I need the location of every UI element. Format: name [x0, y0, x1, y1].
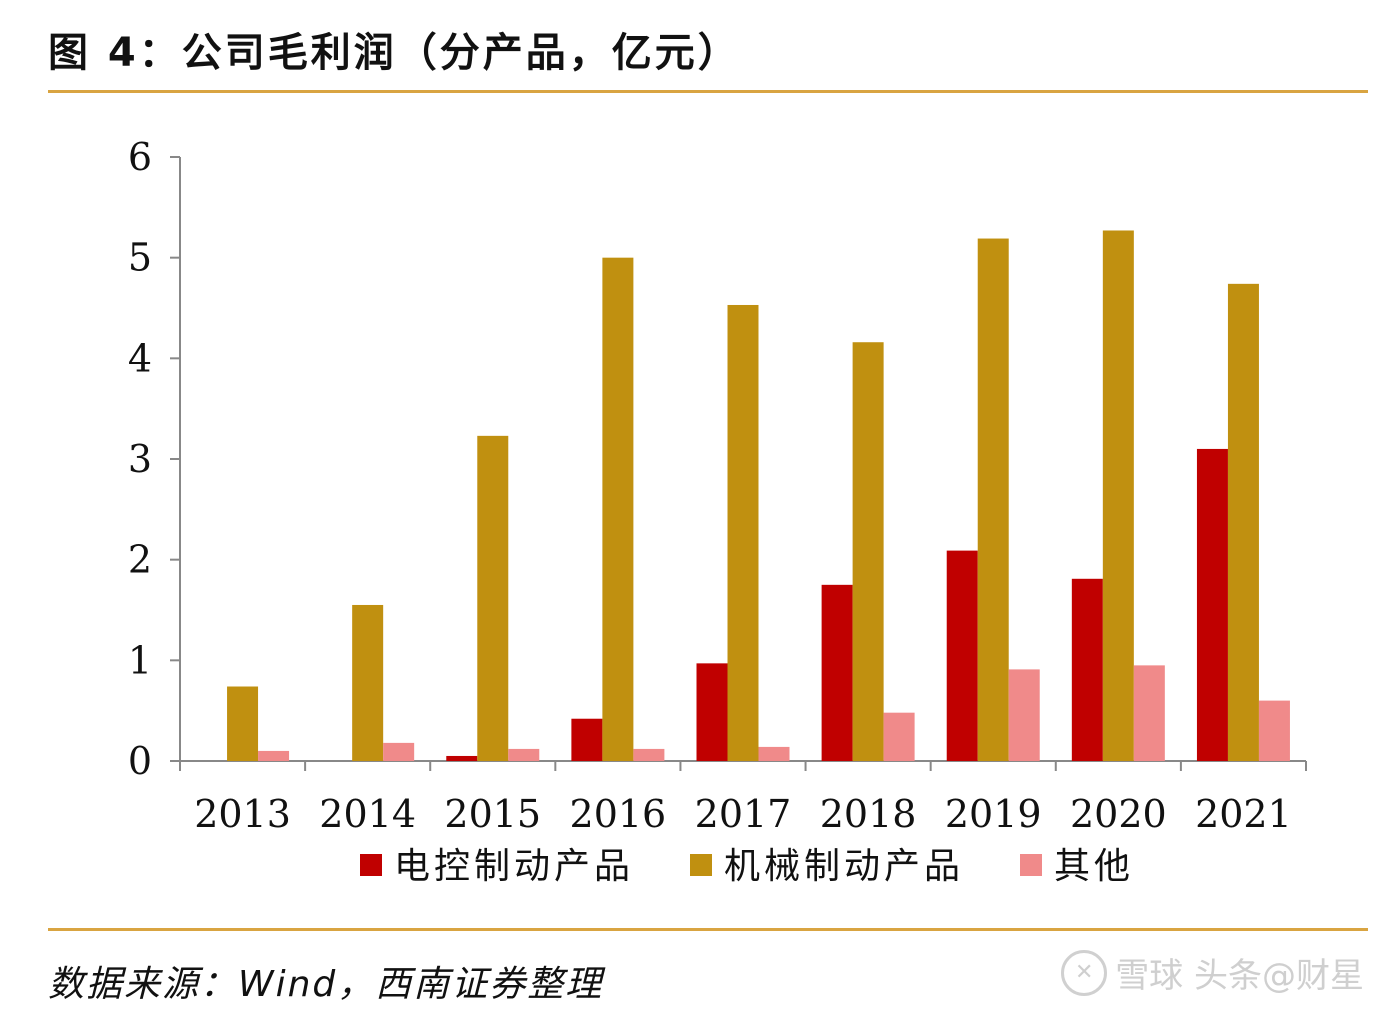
- bar: [977, 238, 1009, 762]
- chart-title: 图 4：公司毛利润（分产品，亿元）: [48, 30, 741, 76]
- bar: [883, 712, 915, 761]
- bar: [352, 604, 384, 761]
- bar: [602, 257, 634, 761]
- legend-label: 电控制动产品: [394, 846, 634, 887]
- bar: [446, 755, 478, 761]
- bar: [1227, 283, 1259, 761]
- bar: [852, 342, 884, 761]
- watermark: ✕ 雪球 头条@财星: [1061, 948, 1364, 997]
- legend-label: 机械制动产品: [724, 846, 964, 887]
- bar: [258, 750, 290, 761]
- chart-legend: 电控制动产品 机械制动产品 其他: [360, 846, 1134, 887]
- bar: [477, 435, 509, 761]
- bar: [946, 550, 978, 761]
- bar: [821, 584, 853, 761]
- source-note: 数据来源：Wind，西南证券整理: [48, 964, 604, 1005]
- x-tick-label: 2020: [1070, 792, 1167, 836]
- chart-bars: [227, 230, 1290, 762]
- y-tick-label: 4: [128, 336, 152, 380]
- x-tick-label: 2017: [695, 792, 792, 836]
- bar: [1008, 669, 1040, 761]
- bar: [1258, 700, 1290, 761]
- bar: [696, 663, 728, 761]
- bar: [1196, 448, 1228, 761]
- legend-label: 其他: [1054, 846, 1134, 887]
- y-tick-label: 2: [128, 538, 152, 582]
- y-tick-label: 6: [128, 135, 152, 179]
- chart-axes: 0 1 2 3 4 5 6 2013 2014 2015 2016 2017 2018 2019 2020 2…: [128, 135, 1307, 836]
- legend-swatch: [1020, 854, 1042, 876]
- watermark-logo-icon: ✕: [1061, 949, 1108, 996]
- x-tick-label: 2018: [820, 792, 917, 836]
- bar: [227, 686, 259, 761]
- x-tick-label: 2013: [194, 792, 291, 836]
- x-tick-label: 2021: [1195, 792, 1292, 836]
- x-tick-label: 2015: [444, 792, 541, 836]
- bar: [1071, 578, 1103, 761]
- bar: [758, 746, 790, 761]
- x-tick-label: 2014: [319, 792, 416, 836]
- bar: [727, 304, 759, 761]
- top-rule: [48, 90, 1368, 93]
- y-tick-label: 3: [128, 437, 152, 481]
- y-tick-label: 5: [128, 236, 152, 280]
- legend-swatch: [360, 854, 382, 876]
- x-tick-label: 2019: [945, 792, 1042, 836]
- bar-chart: 0 1 2 3 4 5 6 2013 2014 2015 2016 2017 2018 2019 2020 2…: [128, 135, 1307, 887]
- bar: [508, 748, 540, 761]
- x-tick-label: 2016: [570, 792, 667, 836]
- bottom-rule: [48, 928, 1368, 931]
- bar: [383, 742, 415, 761]
- watermark-text: 雪球 头条@财星: [1115, 956, 1364, 996]
- bar: [1102, 230, 1134, 761]
- y-tick-label: 0: [128, 739, 152, 783]
- bar: [571, 718, 603, 761]
- bar: [633, 748, 665, 761]
- bar: [1133, 665, 1165, 761]
- y-tick-label: 1: [128, 638, 152, 682]
- legend-swatch: [690, 854, 712, 876]
